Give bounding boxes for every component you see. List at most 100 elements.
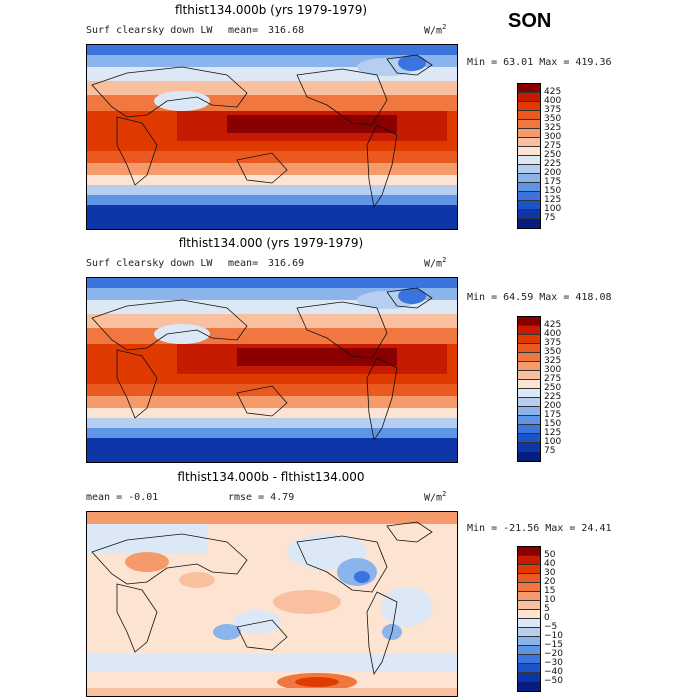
- panel-1-colorbar-label: 225: [544, 159, 562, 169]
- panel-2-colorbar-swatch: [518, 380, 540, 389]
- panel-1-colorbar-label: 100: [544, 204, 562, 214]
- panel-2-colorbar-label: 175: [544, 410, 562, 420]
- panel-1-colorbar-swatch: [518, 201, 540, 210]
- panel-2-colorbar-swatch: [518, 416, 540, 425]
- panel-2-colorbar-label: 75: [544, 446, 556, 456]
- panel-2-colorbar-swatch: [518, 353, 540, 362]
- panel-2-colorbar-label: 300: [544, 365, 562, 375]
- panel-1-colorbar-label: 250: [544, 150, 562, 160]
- panel-3-colorbar-swatch: [518, 583, 540, 592]
- panel-1-mean-value: 316.68: [268, 25, 305, 36]
- panel-3-colorbar-label: 20: [544, 577, 556, 587]
- panel-2-coastlines: [91, 287, 433, 442]
- panel-1-colorbar-swatch: [518, 147, 540, 156]
- panel-2-mean-label: mean=: [228, 258, 259, 269]
- panel-3-colorbar-label: 30: [544, 568, 556, 578]
- panel-3-colorbar-label: −40: [544, 667, 563, 677]
- panel-2-minmax: Min = 64.59 Max = 418.08: [467, 292, 612, 303]
- panel-1-colorbar-label: 425: [544, 87, 562, 97]
- panel-1-colorbar-swatch: [518, 183, 540, 192]
- panel-1-title: flthist134.000b (yrs 1979-1979): [174, 3, 368, 17]
- panel-3-colorbar-swatch: [518, 610, 540, 619]
- season-label: SON: [508, 10, 552, 32]
- panel-2-colorbar-swatch: [518, 371, 540, 380]
- panel-1-colorbar-label: 150: [544, 186, 562, 196]
- panel-2-colorbar-swatch: [518, 407, 540, 416]
- panel-2-colorbar-swatch: [518, 317, 540, 326]
- panel-2-colorbar-label: 100: [544, 437, 562, 447]
- panel-1-colorbar-label: 175: [544, 177, 562, 187]
- panel-1-colorbar-labels: 425 400 375 350 325 300 275 250 225 200 …: [544, 88, 561, 223]
- panel-2-colorbar: [517, 316, 541, 462]
- panel-2-colorbar-label: 275: [544, 374, 562, 384]
- panel-3-colorbar-labels: 50 40 30 20 15 10 5 0 −5 −10 −15 −20 −30…: [544, 551, 563, 686]
- panel-2-colorbar-labels: 425 400 375 350 325 300 275 250 225 200 …: [544, 321, 561, 456]
- panel-1-colorbar-label: 300: [544, 132, 562, 142]
- panel-1-map-svg: [87, 45, 457, 229]
- panel-3-colorbar-label: 0: [544, 613, 550, 623]
- panel-3-colorbar-swatch: [518, 556, 540, 565]
- panel-2-colorbar-label: 125: [544, 428, 562, 438]
- panel-2-colorbar-label: 400: [544, 329, 562, 339]
- panel-1-colorbar-label: 400: [544, 96, 562, 106]
- panel-1-minmax: Min = 63.01 Max = 419.36: [467, 57, 612, 68]
- panel-1-colorbar-label: 325: [544, 123, 562, 133]
- panel-3-colorbar-label: −50: [544, 676, 563, 686]
- panel-2-field-label: Surf clearsky down LW: [86, 258, 213, 269]
- panel-1-colorbar-swatch: [518, 93, 540, 102]
- panel-2-colorbar-label: 225: [544, 392, 562, 402]
- panel-3-colorbar-label: −10: [544, 631, 563, 641]
- panel-3-colorbar-swatch: [518, 637, 540, 646]
- panel-2-colorbar-swatch: [518, 344, 540, 353]
- panel-1-colorbar-swatch: [518, 129, 540, 138]
- panel-1-colorbar-label: 350: [544, 114, 562, 124]
- panel-2-map-svg: [87, 278, 457, 462]
- panel-2-map: [86, 277, 458, 463]
- panel-3-colorbar-swatch: [518, 673, 540, 682]
- panel-1-colorbar-swatch: [518, 210, 540, 219]
- panel-2-colorbar-swatch: [518, 425, 540, 434]
- panel-1-colorbar-swatch: [518, 156, 540, 165]
- panel-3-map-svg: [87, 512, 457, 696]
- panel-3-colorbar-swatch: [518, 628, 540, 637]
- panel-1-colorbar-swatch: [518, 138, 540, 147]
- panel-2-colorbar-swatch: [518, 452, 540, 461]
- panel-1-colorbar-label: 200: [544, 168, 562, 178]
- panel-3-colorbar-label: 15: [544, 586, 556, 596]
- panel-3-rmse: rmse = 4.79: [228, 492, 295, 503]
- panel-2-colorbar-label: 150: [544, 419, 562, 429]
- panel-3-colorbar-swatch: [518, 601, 540, 610]
- panel-2-title: flthist134.000 (yrs 1979-1979): [178, 236, 364, 250]
- panel-3-map: [86, 511, 458, 697]
- panel-3-colorbar-swatch: [518, 565, 540, 574]
- panel-3-title: flthist134.000b - flthist134.000: [177, 470, 365, 484]
- panel-2-colorbar-swatch: [518, 326, 540, 335]
- panel-1-colorbar-label: 375: [544, 105, 562, 115]
- panel-3-colorbar-swatch: [518, 592, 540, 601]
- panel-1-mean-label: mean=: [228, 25, 259, 36]
- panel-3-mean: mean = -0.01: [86, 492, 159, 503]
- panel-3-units: W/m2: [424, 490, 447, 504]
- panel-3-colorbar-swatch: [518, 646, 540, 655]
- panel-3-colorbar: [517, 546, 541, 692]
- panel-3-colorbar-swatch: [518, 574, 540, 583]
- panel-1-colorbar-label: 275: [544, 141, 562, 151]
- panel-2-colorbar-swatch: [518, 389, 540, 398]
- panel-2-colorbar-label: 200: [544, 401, 562, 411]
- panel-3-colorbar-swatch: [518, 655, 540, 664]
- panel-1-colorbar-swatch: [518, 174, 540, 183]
- panel-1-units: W/m2: [424, 23, 447, 37]
- panel-3-colorbar-label: −5: [544, 622, 558, 632]
- panel-3-colorbar-label: −30: [544, 658, 563, 668]
- panel-2-colorbar-label: 425: [544, 320, 562, 330]
- panel-1-colorbar: [517, 83, 541, 229]
- panel-1-colorbar-swatch: [518, 192, 540, 201]
- panel-3-colorbar-label: −20: [544, 649, 563, 659]
- panel-1-colorbar-swatch: [518, 219, 540, 228]
- panel-1-colorbar-label: 75: [544, 213, 556, 223]
- panel-3-coastlines: [91, 521, 433, 676]
- panel-2-colorbar-label: 250: [544, 383, 562, 393]
- panel-3-colorbar-label: 10: [544, 595, 556, 605]
- panel-3-colorbar-swatch: [518, 682, 540, 691]
- panel-2-mean-value: 316.69: [268, 258, 305, 269]
